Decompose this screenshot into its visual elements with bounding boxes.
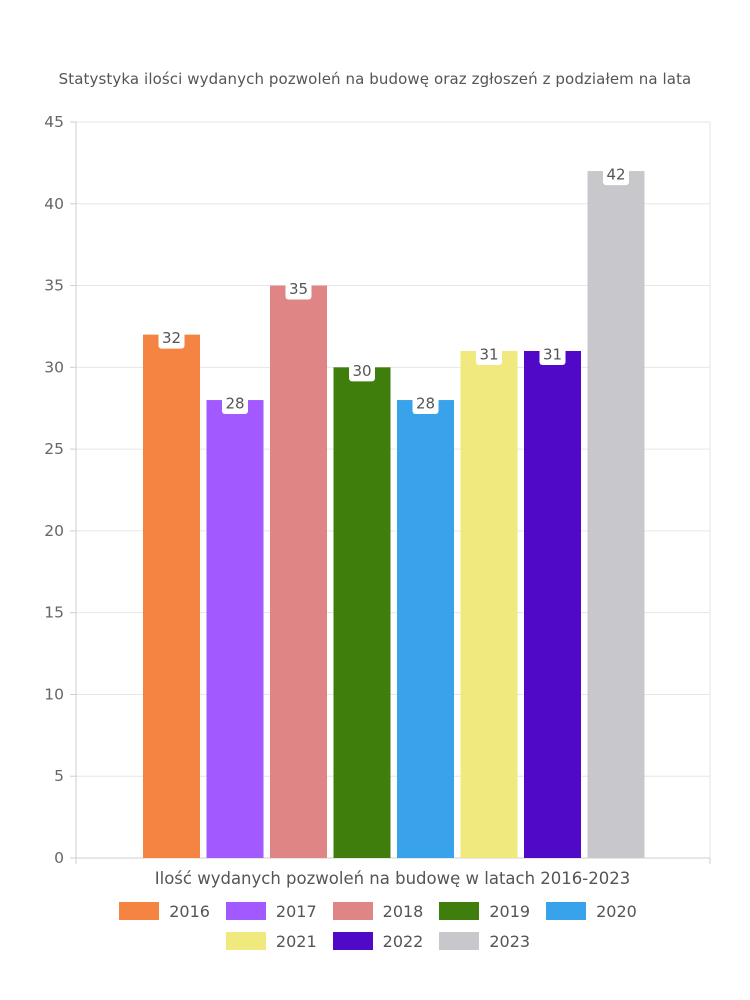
legend-swatch xyxy=(225,932,266,950)
value-label-box-2018 xyxy=(285,279,312,300)
legend-label: 2020 xyxy=(596,901,637,921)
legend-swatch xyxy=(119,902,160,920)
y-tick-label: 5 xyxy=(54,767,64,785)
y-tick-label: 10 xyxy=(44,685,64,703)
chart-title: Statystyka ilości wydanych pozwoleń na b… xyxy=(58,70,692,88)
legend-label: 2023 xyxy=(489,931,531,951)
legend-label: 2018 xyxy=(382,901,424,921)
y-tick-label: 45 xyxy=(44,113,64,131)
bar-2021 xyxy=(460,350,518,858)
value-label-2020: 28 xyxy=(416,395,435,413)
legend-swatch xyxy=(439,902,480,920)
bar-2022 xyxy=(524,350,581,858)
legend-label: 2022 xyxy=(382,931,424,951)
value-label-box-2023 xyxy=(603,165,629,186)
legend-swatch xyxy=(546,902,587,920)
bar-2019 xyxy=(333,367,391,858)
legend-swatch xyxy=(332,932,373,950)
bars xyxy=(143,171,645,859)
legend-item-2017[interactable]: 2017 xyxy=(225,899,321,923)
bar-2023 xyxy=(587,171,645,859)
legend-swatch xyxy=(225,902,266,920)
legend-item-2016[interactable]: 2016 xyxy=(119,899,214,923)
y-tick-label: 40 xyxy=(44,195,64,213)
value-label-box-2021 xyxy=(476,344,502,365)
y-tick-label: 30 xyxy=(44,358,64,376)
legend: 2016 2017 2018 2019 2020 2021 2022 2023 xyxy=(60,899,700,953)
value-label-2019: 30 xyxy=(352,362,371,380)
value-label-box-2016 xyxy=(158,328,185,349)
legend-label: 2021 xyxy=(275,931,317,951)
value-label-2022: 31 xyxy=(543,345,562,363)
value-label-2018: 35 xyxy=(289,280,308,298)
value-label-2017: 28 xyxy=(225,395,244,413)
value-label-2023: 42 xyxy=(606,166,625,184)
legend-item-2021[interactable]: 2021 xyxy=(225,929,321,953)
value-label-box-2019 xyxy=(349,361,375,382)
legend-item-2020[interactable]: 2020 xyxy=(546,899,641,923)
value-label-box-2022 xyxy=(539,344,566,365)
legend-item-2022[interactable]: 2022 xyxy=(332,929,428,953)
legend-label: 2017 xyxy=(275,901,317,921)
bar-2017 xyxy=(206,400,264,858)
axes: 0 5 10 15 20 25 30 35 40 45 xyxy=(44,113,711,867)
y-tick-label: 0 xyxy=(54,849,64,867)
y-tick-label: 15 xyxy=(44,604,64,622)
value-label-2021: 31 xyxy=(479,345,498,363)
legend-swatch xyxy=(439,932,480,950)
legend-item-2019[interactable]: 2019 xyxy=(439,899,534,923)
value-labels: 32 28 35 30 28 31 31 42 xyxy=(158,165,629,415)
bar-2020 xyxy=(397,400,454,858)
legend-item-2018[interactable]: 2018 xyxy=(332,899,428,923)
legend-item-2023[interactable]: 2023 xyxy=(439,929,534,953)
value-label-box-2020 xyxy=(412,394,439,415)
y-tick-label: 25 xyxy=(44,440,64,458)
value-label-2016: 32 xyxy=(162,329,181,347)
bar-2018 xyxy=(270,285,327,858)
legend-label: 2016 xyxy=(169,901,210,921)
legend-label: 2019 xyxy=(489,901,531,921)
y-tick-label: 20 xyxy=(44,522,64,540)
legend-swatch xyxy=(332,902,373,920)
x-axis-label: Ilość wydanych pozwoleń na budowę w lata… xyxy=(154,869,631,888)
bar-2016 xyxy=(143,334,200,859)
value-label-box-2017 xyxy=(222,394,248,415)
y-tick-label: 35 xyxy=(44,277,64,295)
